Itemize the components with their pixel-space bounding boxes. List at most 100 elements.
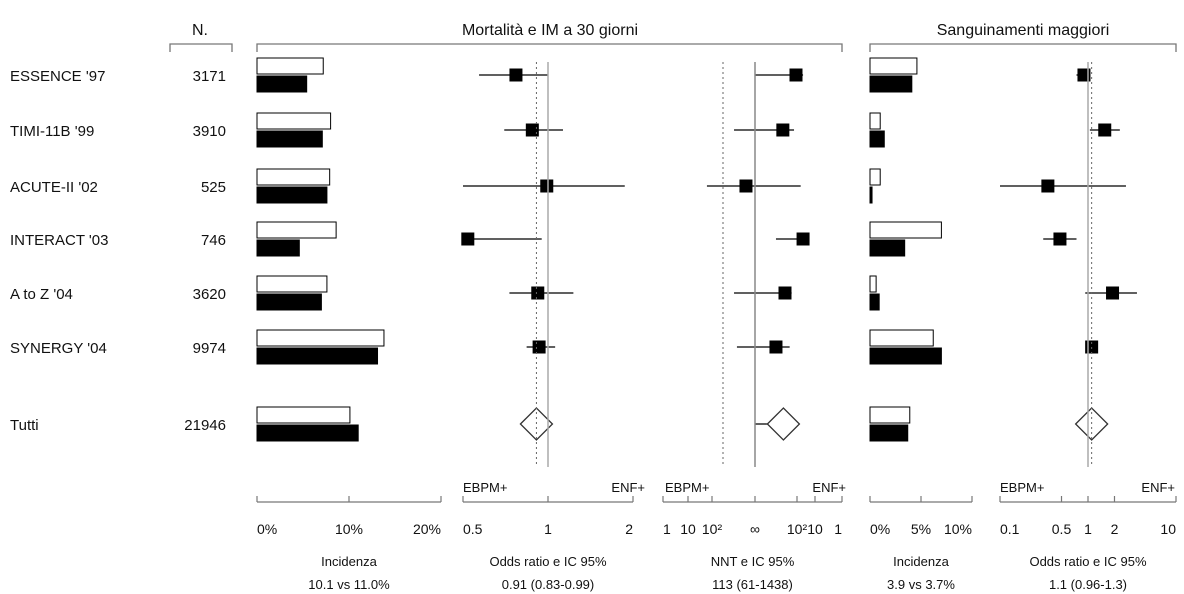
bleeding-bar-first [869, 112, 881, 130]
mortality-bar-second [256, 75, 308, 93]
tick-label: 10% [944, 521, 972, 537]
axis-title: NNT e IC 95% [711, 554, 795, 569]
summary-value: 0.91 (0.83-0.99) [502, 577, 595, 592]
axis-title: Odds ratio e IC 95% [1029, 554, 1146, 569]
bleeding-bar-first [869, 221, 942, 239]
trial-name: INTERACT '03 [10, 232, 108, 249]
bleeding-bar-second [869, 75, 913, 93]
bleeding-bar-second [869, 130, 885, 148]
header-n: N. [192, 22, 208, 39]
mortality-or-point [509, 68, 523, 82]
mortality-or-point [531, 286, 545, 300]
trial-n: 9974 [193, 340, 226, 357]
summary-value: 113 (61-1438) [712, 577, 793, 592]
axis-panel-5: 0.1 0.5 1 2 10 Odds ratio e IC 95% 1.1 (0.96-1… [999, 496, 1177, 592]
trial-row: ACUTE-II '02 525 [10, 168, 1126, 204]
bleeding-or-point [1106, 286, 1120, 300]
bleeding-bar-first [869, 329, 934, 347]
bleeding-or-point [1077, 68, 1091, 82]
trial-row: ESSENCE '97 3171 [10, 57, 1091, 93]
nnt-point [769, 340, 783, 354]
trial-name: ESSENCE '97 [10, 68, 105, 85]
trial-row: TIMI-11B '99 3910 [10, 112, 1120, 148]
mortality-bar-second [256, 130, 323, 148]
tick-label: 0% [257, 521, 277, 537]
nnt-right-label: ENF+ [812, 480, 846, 495]
tick-label: 2 [1111, 521, 1119, 537]
mortality-bar-first [256, 168, 331, 186]
header-brackets [169, 43, 1177, 52]
chart-panels: EBPM+ ENF+ EBPM+ ENF+ EBPM+ ENF+ 0% 10% 20% Incid… [256, 62, 1177, 592]
trial-name: SYNERGY '04 [10, 340, 107, 357]
bracket-mortality [256, 43, 843, 52]
nnt-point [789, 68, 803, 82]
or1-left-label: EBPM+ [463, 480, 507, 495]
nnt-point [778, 286, 792, 300]
bleeding-bar-second [869, 239, 906, 257]
nnt-point [796, 232, 810, 246]
tick-label: 10 [680, 521, 696, 537]
mortality-bar-second [256, 186, 328, 204]
trial-n: 21946 [184, 417, 226, 434]
bleeding-bar-first [869, 406, 911, 424]
mortality-bar-first [256, 57, 324, 75]
trial-n: 3171 [193, 68, 226, 85]
header-bleeding: Sanguinamenti maggiori [937, 22, 1110, 39]
bleeding-or-point [1041, 179, 1055, 193]
bleeding-bar-first [869, 275, 877, 293]
tick-label: ∞ [750, 521, 760, 537]
reference-lines [535, 62, 1093, 467]
mortality-bar-first [256, 221, 337, 239]
trial-n: 3910 [193, 123, 226, 140]
axis-panel-1: 0% 10% 20% Incidenza 10.1 vs 11.0% [256, 496, 442, 592]
bracket-n [169, 43, 233, 52]
tick-label: 5% [911, 521, 931, 537]
axis-panel-2: 0.5 1 2 Odds ratio e IC 95% 0.91 (0.83-0.99) [462, 496, 634, 592]
mortality-or-point [525, 123, 539, 137]
column-headers: N. Mortalità e IM a 30 giorni Sanguiname… [192, 22, 1109, 39]
trial-name: Tutti [10, 417, 39, 434]
tick-label: 2 [625, 521, 633, 537]
bleeding-bar-first [869, 57, 918, 75]
or2-left-label: EBPM+ [1000, 480, 1044, 495]
trial-row: A to Z '04 3620 [10, 275, 1137, 311]
bleeding-or-point [1098, 123, 1112, 137]
trial-row: INTERACT '03 746 [10, 221, 1077, 257]
mortality-bar-second [256, 293, 322, 311]
bleeding-or-point [1053, 232, 1067, 246]
tick-label: 10% [335, 521, 363, 537]
summary-value: 10.1 vs 11.0% [308, 577, 390, 592]
tick-label: 1 [663, 521, 671, 537]
tick-label: 0.5 [463, 521, 483, 537]
trial-n: 3620 [193, 286, 226, 303]
trial-name: TIMI-11B '99 [10, 123, 94, 140]
bleeding-bar-second [869, 424, 909, 442]
axis-title: Odds ratio e IC 95% [489, 554, 606, 569]
nnt-left-label: EBPM+ [665, 480, 709, 495]
tick-label: 10 [807, 521, 823, 537]
or1-right-label: ENF+ [611, 480, 645, 495]
axis-title: Incidenza [321, 554, 377, 569]
overall-row: Tutti 21946 [10, 406, 1109, 442]
tick-label: 10 [1160, 521, 1176, 537]
nnt-point [739, 179, 753, 193]
tick-label: 10² [702, 521, 723, 537]
mortality-or-point [540, 179, 554, 193]
tick-label: 1 [544, 521, 552, 537]
mortality-bar-first [256, 275, 328, 293]
trial-name: A to Z '04 [10, 286, 73, 303]
tick-label: 20% [413, 521, 441, 537]
axis-title: Incidenza [893, 554, 949, 569]
header-mortality: Mortalità e IM a 30 giorni [462, 22, 638, 39]
or2-right-label: ENF+ [1141, 480, 1175, 495]
trial-n: 746 [201, 232, 226, 249]
mortality-bar-second [256, 424, 359, 442]
summary-value: 3.9 vs 3.7% [887, 577, 955, 592]
tick-label: 10² [787, 521, 808, 537]
mortality-bar-first [256, 329, 385, 347]
trial-name: ACUTE-II '02 [10, 179, 98, 196]
tick-label: 0.1 [1000, 521, 1020, 537]
mortality-bar-first [256, 406, 351, 424]
